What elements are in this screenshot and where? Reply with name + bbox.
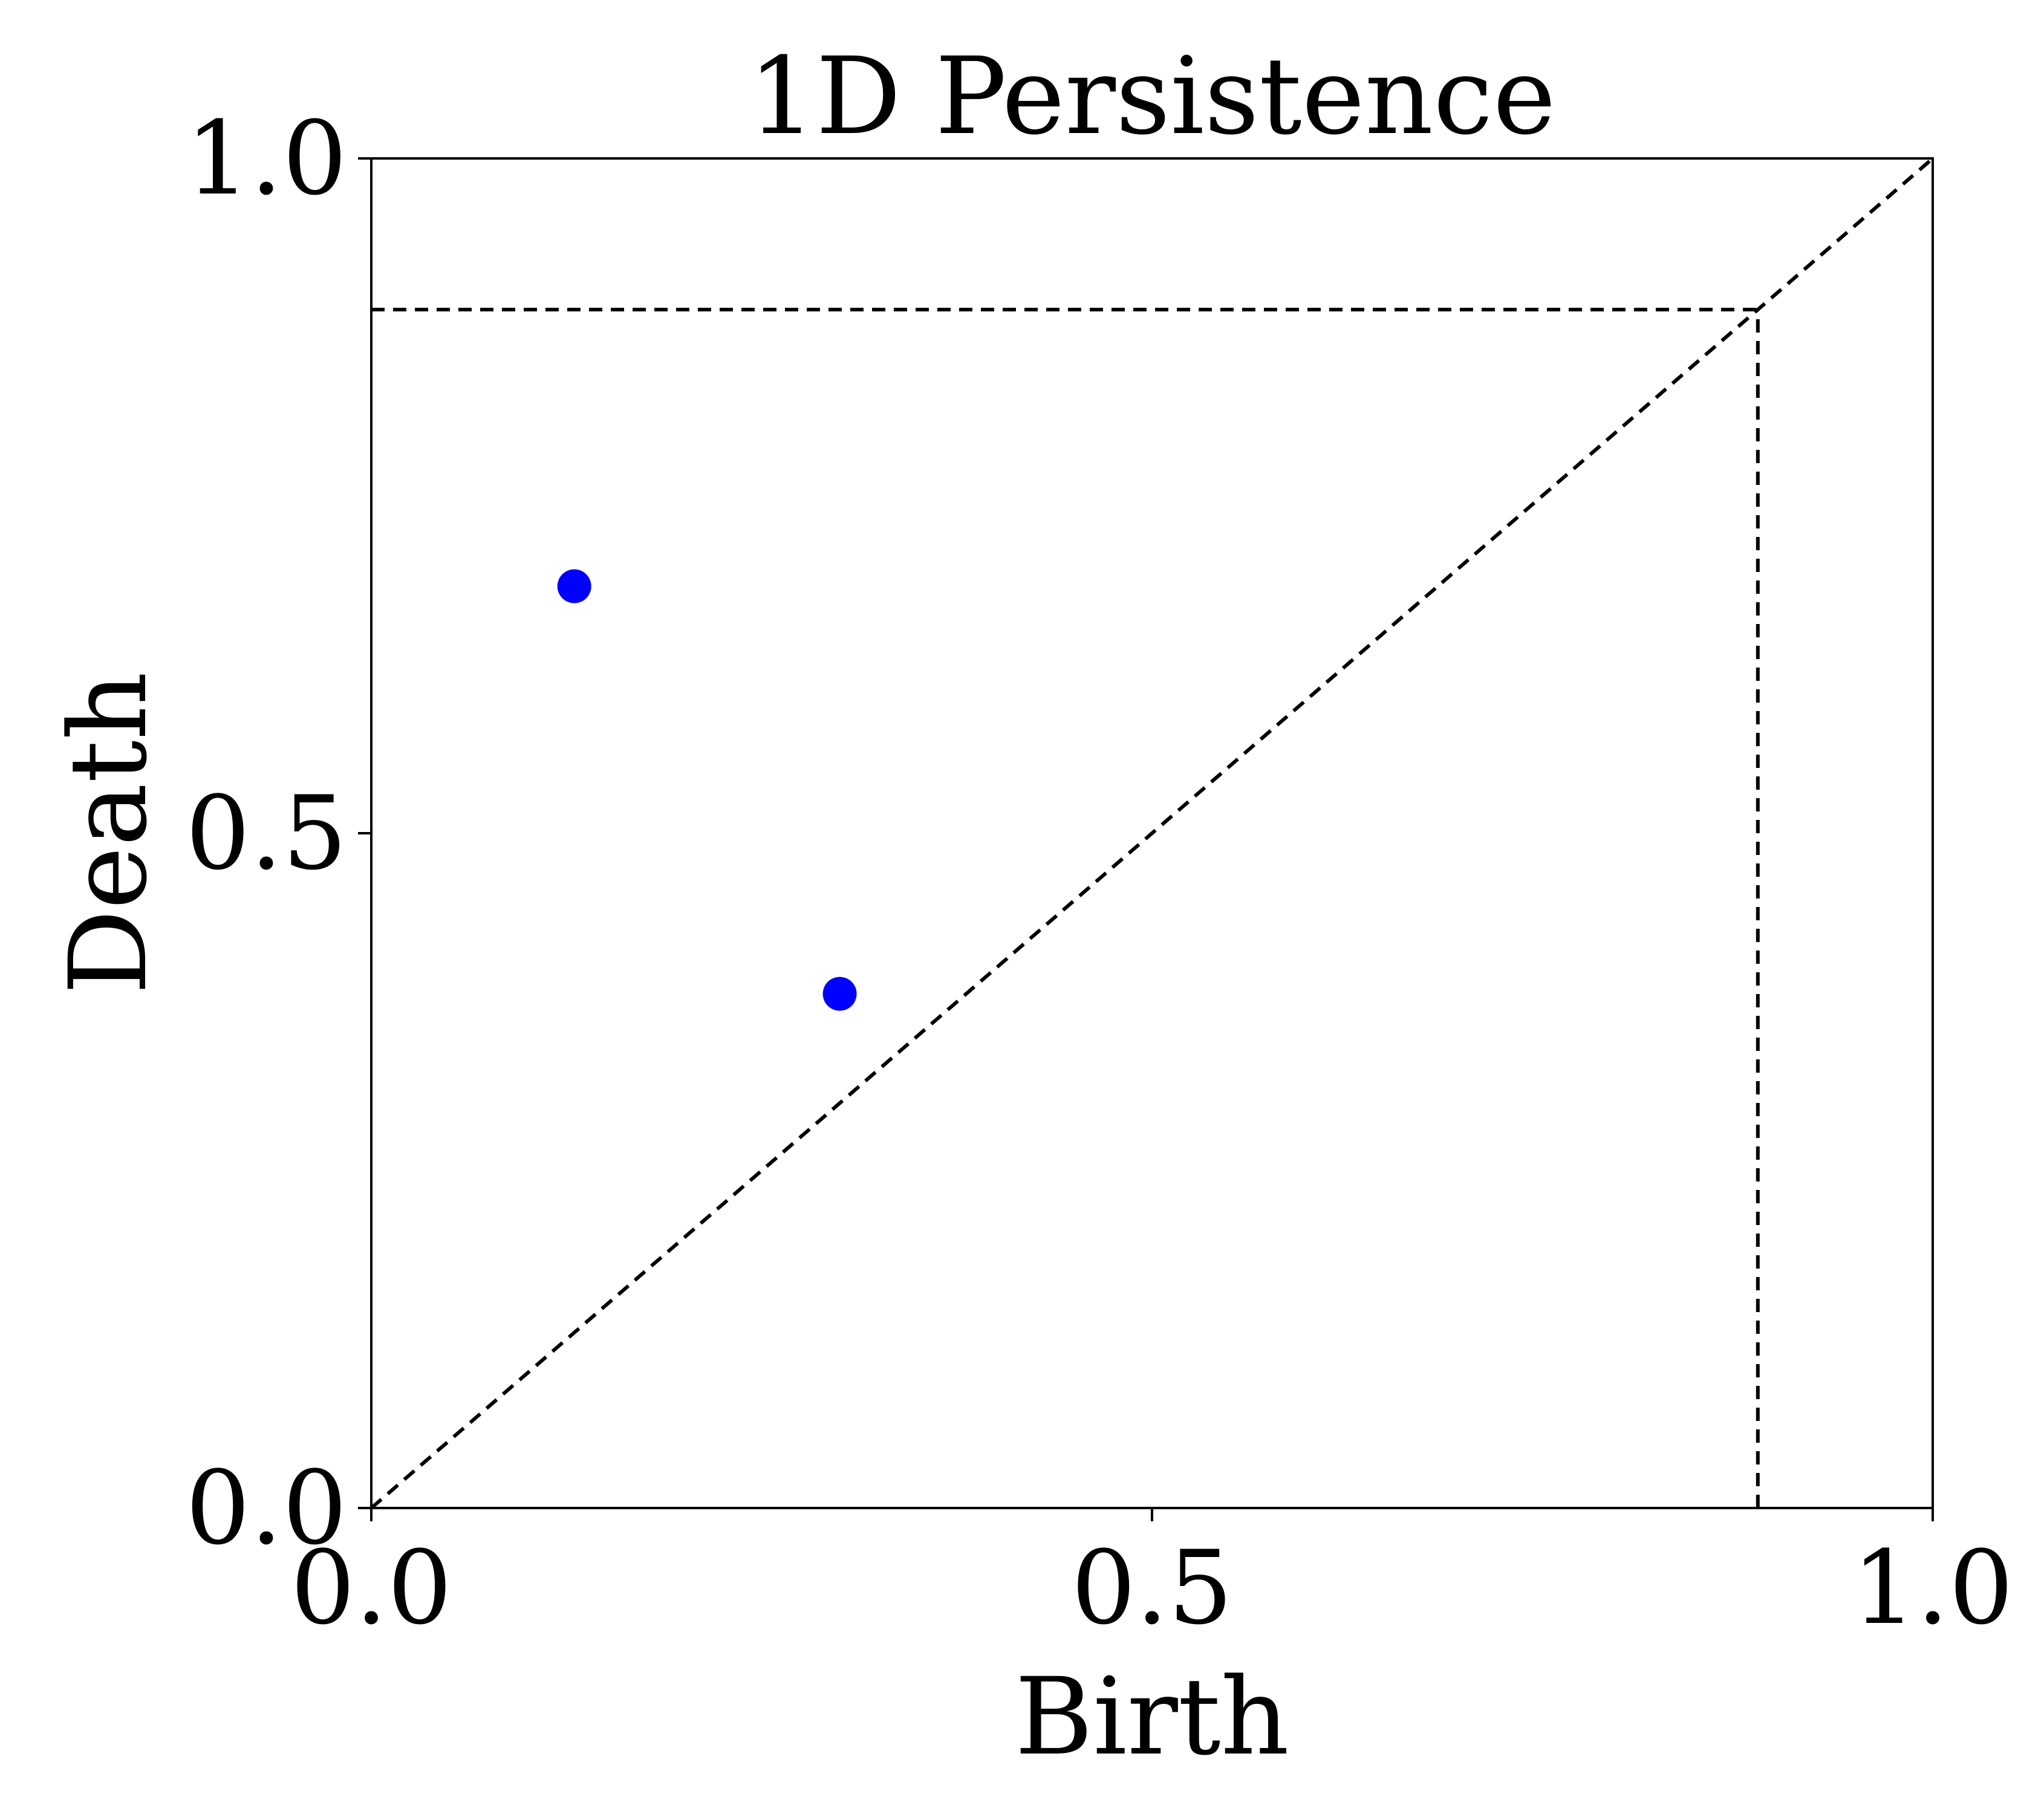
y-tick-label: 1.0	[186, 99, 347, 218]
reference-line-diagonal	[370, 157, 1934, 1510]
y-axis-label: Death	[47, 672, 171, 995]
reference-lines	[370, 157, 1934, 1510]
data-point	[822, 977, 857, 1011]
data-point	[557, 569, 591, 603]
x-axis-label: Birth	[1015, 1655, 1289, 1779]
data-points	[557, 569, 857, 1011]
x-tick-label: 0.0	[290, 1529, 452, 1647]
x-tick-label: 0.5	[1071, 1529, 1232, 1647]
x-tick-label: 1.0	[1852, 1529, 2013, 1647]
chart-title: 1D Persistence	[748, 34, 1556, 158]
x-axis-ticks: 0.0 0.5 1.0	[290, 1508, 2014, 1647]
y-tick-label: 0.0	[186, 1449, 347, 1567]
y-tick-label: 0.5	[186, 774, 347, 892]
y-axis-ticks: 0.0 0.5 1.0	[186, 99, 371, 1567]
